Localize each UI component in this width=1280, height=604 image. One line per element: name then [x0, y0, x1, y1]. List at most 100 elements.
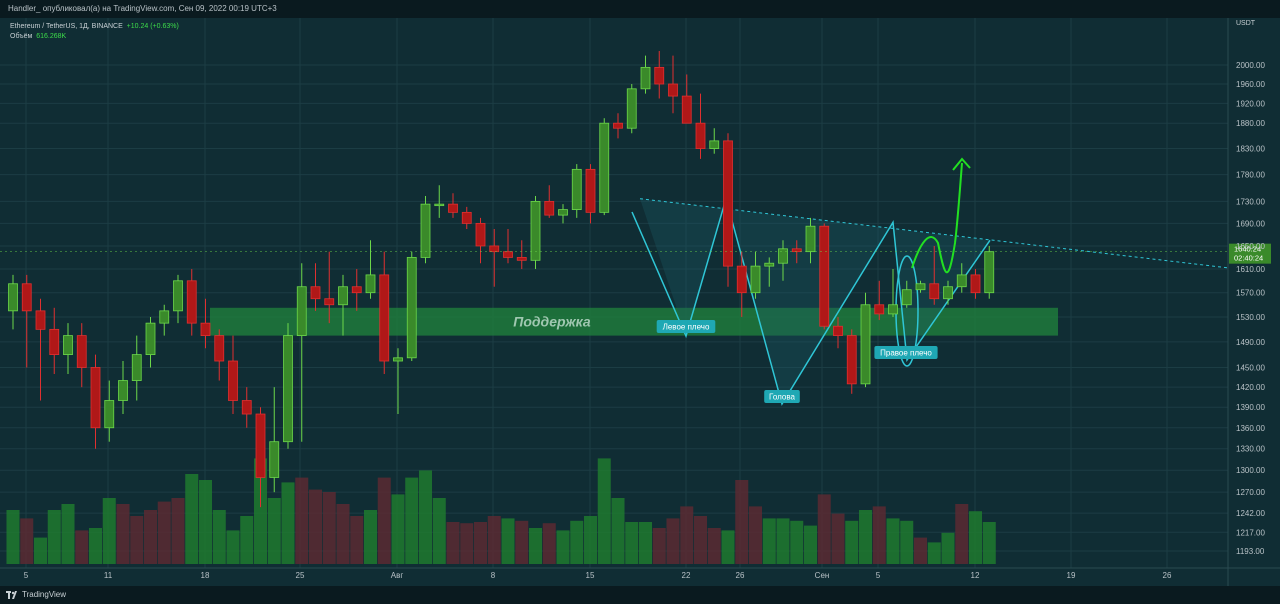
volume-bar [680, 506, 694, 564]
volume-bar [927, 542, 941, 564]
candle-body [379, 274, 390, 362]
price-chart[interactable]: Поддержка Левое плечо Голова Правое плечо 1… [0, 18, 1280, 586]
volume-bar [185, 474, 199, 564]
candle-body [571, 168, 582, 211]
candle-body [255, 413, 266, 478]
candle-body [530, 201, 541, 261]
volume-bar [474, 522, 487, 564]
candle-body [365, 274, 376, 294]
volume-bar [34, 537, 47, 564]
volume-bar [982, 522, 996, 564]
volume-bar [446, 522, 460, 564]
candles [8, 50, 995, 508]
volume-bar [584, 516, 597, 564]
candle-body [613, 122, 623, 129]
volume-bar [597, 458, 611, 564]
candle-body [846, 335, 857, 385]
price-tag-timer: 02:40:24 [1234, 254, 1263, 263]
volume-bar [515, 520, 529, 564]
date-tick-label: 5 [876, 571, 881, 580]
candle-body [310, 286, 321, 300]
pattern-fill [640, 198, 990, 404]
candle-body [8, 283, 18, 312]
candle-body [324, 298, 335, 306]
candle-body [888, 304, 898, 315]
candle-body [186, 280, 197, 324]
right-shoulder-label-box [874, 346, 938, 359]
volume-bar [487, 516, 501, 564]
candle-body [406, 257, 417, 359]
candle-body [351, 286, 362, 294]
date-tick-label: Сен [815, 571, 830, 580]
price-tick-label: 1450.00 [1236, 363, 1265, 372]
volume-bar [267, 498, 281, 564]
price-tick-label: 1570.00 [1236, 289, 1265, 298]
volume-bar [432, 498, 446, 564]
candle-body [984, 251, 995, 294]
candle-body [640, 66, 651, 90]
volume-bar [886, 518, 900, 564]
volume-value: 616.268K [36, 33, 67, 40]
date-tick-label: Авг [391, 571, 404, 580]
candle-body [296, 286, 307, 337]
price-tick-label: 1690.00 [1236, 219, 1265, 228]
candle-body [874, 304, 885, 315]
volume-bar [845, 520, 859, 564]
candle-body [860, 304, 871, 385]
volume-bar [859, 510, 872, 564]
volume-bar [20, 518, 34, 564]
candle-body [943, 286, 953, 300]
neckline-dashed [639, 198, 1229, 269]
volume-bar [377, 477, 391, 564]
footer: TradingView [0, 586, 1280, 604]
volume-bar [969, 511, 982, 564]
volume-bar [281, 482, 295, 564]
volume-bar [116, 504, 130, 564]
candle-body [159, 310, 170, 324]
head-label-text: Голова [769, 393, 795, 402]
price-tick-label: 1880.00 [1236, 119, 1265, 128]
candle-body [475, 223, 486, 247]
chart-area[interactable]: Поддержка Левое плечо Голова Правое плечо 1… [0, 18, 1280, 586]
candle-body [970, 274, 981, 294]
date-tick-label: 19 [1067, 571, 1076, 580]
candle-body [489, 245, 500, 253]
candle-body [750, 265, 761, 294]
candle-body [228, 360, 238, 401]
price-tick-label: 1360.00 [1236, 424, 1265, 433]
volume-bar [639, 522, 652, 564]
volume-label: Объём [10, 33, 33, 40]
symbol-title: Ethereum / TetherUS, 1Д, BINANCE [10, 23, 123, 30]
candle-body [49, 328, 60, 356]
candle-body [214, 335, 225, 362]
candle-body [131, 354, 142, 381]
projection-arrow-path [911, 162, 963, 274]
chart-legend: Ethereum / TetherUS, 1Д, BINANCE +10.24 … [10, 22, 179, 42]
candle-body [90, 367, 101, 429]
axes: 2000.00 1960.00 1920.00 1880.00 1830.00 1780.… [0, 18, 1280, 586]
volume-bar [570, 520, 584, 564]
price-tick-label: 1610.00 [1236, 265, 1265, 274]
volume-bar [295, 477, 309, 564]
left-shoulder-label: Левое плечо [656, 320, 716, 333]
volume-bar [872, 506, 886, 564]
volume-bar [157, 501, 171, 564]
price-tag-value: 1640.24 [1234, 245, 1261, 254]
candle-body [269, 441, 280, 478]
volume-bar [666, 518, 680, 564]
candle-body [420, 203, 431, 258]
volume-bar [6, 510, 20, 564]
date-tick-label: 18 [201, 571, 210, 580]
candle-body [338, 286, 348, 306]
price-tick-label: 2000.00 [1236, 61, 1265, 70]
volume-bar [776, 518, 790, 564]
volume-bar [336, 504, 350, 564]
candle-body [461, 211, 472, 224]
candle-body [681, 95, 692, 124]
pattern-lines [631, 195, 991, 406]
candle-body [956, 274, 967, 288]
head-label-box [764, 390, 800, 403]
price-tick-label: 1920.00 [1236, 99, 1265, 108]
volume-bar [817, 494, 831, 564]
price-tick-label: 1193.00 [1236, 547, 1265, 556]
